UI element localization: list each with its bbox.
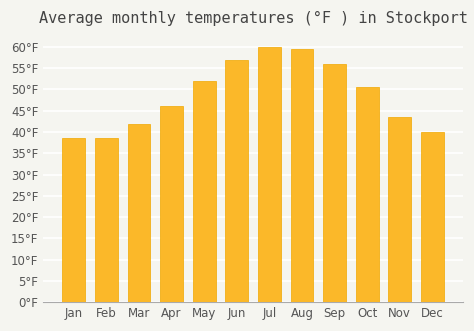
Bar: [291, 49, 313, 302]
Bar: [63, 138, 85, 302]
Bar: [226, 60, 248, 302]
Bar: [258, 47, 281, 302]
Bar: [421, 132, 444, 302]
Bar: [95, 138, 118, 302]
Bar: [323, 64, 346, 302]
Title: Average monthly temperatures (°F ) in Stockport: Average monthly temperatures (°F ) in St…: [39, 11, 467, 26]
Bar: [388, 117, 411, 302]
Bar: [356, 87, 379, 302]
Bar: [193, 81, 216, 302]
Bar: [128, 123, 150, 302]
Bar: [160, 107, 183, 302]
